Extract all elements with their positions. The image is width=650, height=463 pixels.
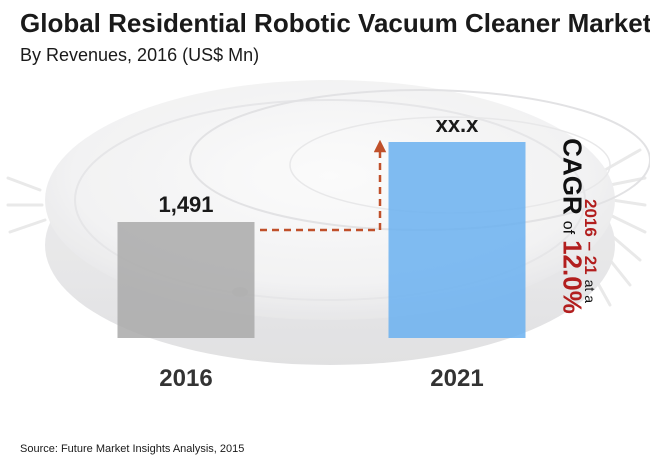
category-label-2016: 2016 xyxy=(159,365,212,392)
chart-title: Global Residential Robotic Vacuum Cleane… xyxy=(20,8,650,38)
bars-layer: 1,491 2016 xx.x 2021 xyxy=(117,112,526,392)
value-label-2016: 1,491 xyxy=(158,192,213,217)
bar-2016 xyxy=(117,222,255,338)
cagr-period: 2016 – 21 xyxy=(581,199,600,275)
source-note: Source: Future Market Insights Analysis,… xyxy=(20,443,245,455)
cagr-of-label: of xyxy=(559,220,577,235)
bar-2021 xyxy=(388,142,526,338)
chart-subtitle: By Revenues, 2016 (US$ Mn) xyxy=(20,45,260,65)
robot-vacuum-illustration xyxy=(6,80,650,365)
cagr-at-label: at a xyxy=(582,279,598,303)
value-label-2021: xx.x xyxy=(436,112,480,137)
category-label-2021: 2021 xyxy=(430,365,483,392)
growth-arrow xyxy=(260,139,387,232)
